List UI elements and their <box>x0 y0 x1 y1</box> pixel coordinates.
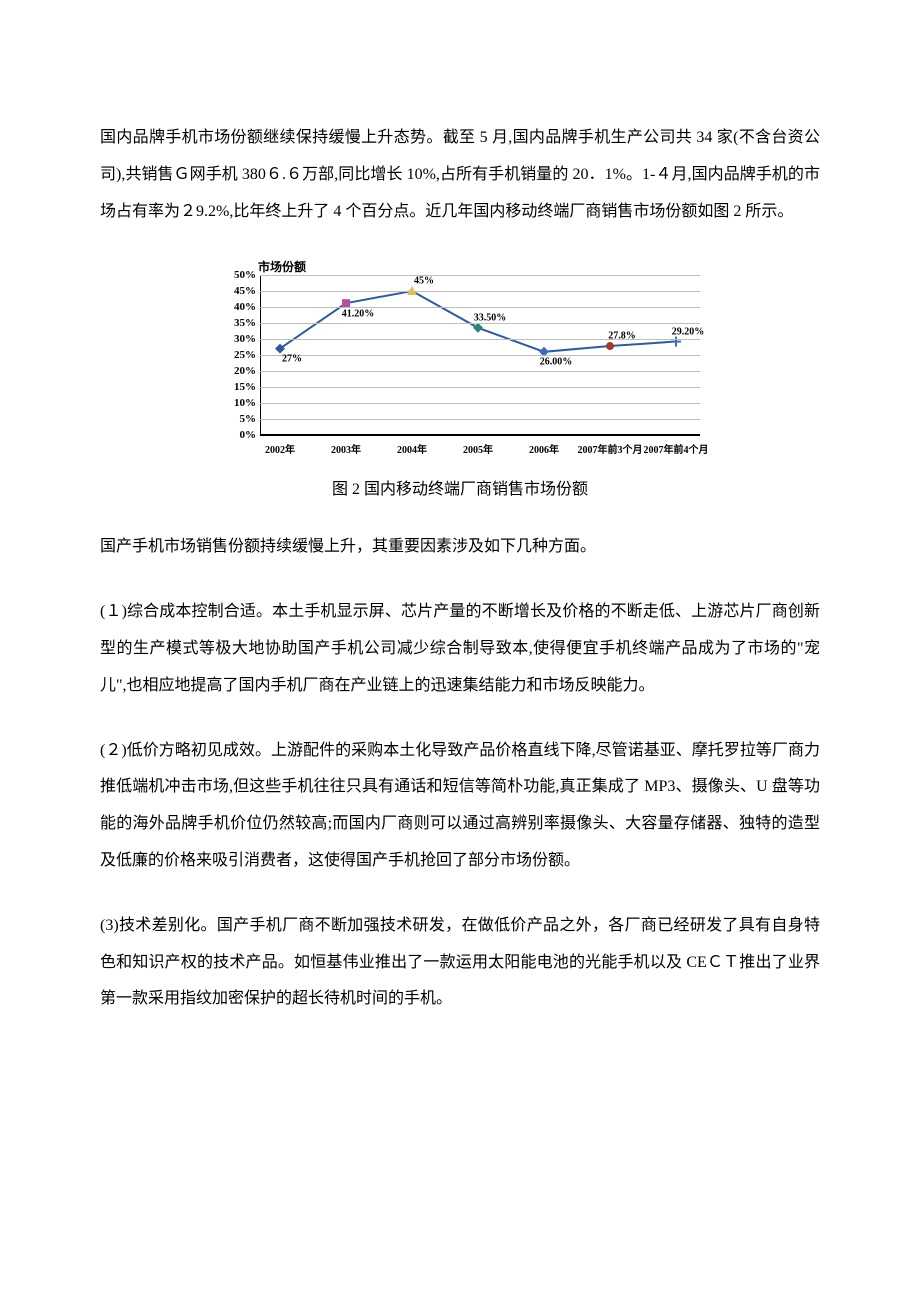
x-tick-label: 2004年 <box>397 441 427 456</box>
chart-point-label: 45% <box>414 276 434 287</box>
chart-gridline <box>260 419 700 420</box>
y-tick-label: 0% <box>240 429 257 441</box>
y-tick-label: 35% <box>234 317 256 329</box>
y-tick-label: 50% <box>234 269 256 281</box>
paragraph-lead: 国产手机市场销售份额持续缓慢上升，其重要因素涉及如下几种方面。 <box>100 529 820 566</box>
chart-point-label: 33.50% <box>474 313 507 324</box>
x-tick-label: 2006年 <box>529 441 559 456</box>
x-tick-label: 2007年前3个月 <box>578 441 643 456</box>
chart-point-label: 41.20% <box>342 308 375 319</box>
figure-2: 市场份额 0% 5% 10% 15% 20% 25% 30% 35% 40% 45% 50% 2002… <box>210 258 710 455</box>
chart-gridline <box>260 307 700 308</box>
y-tick-label: 15% <box>234 381 256 393</box>
y-tick-label: 25% <box>234 349 256 361</box>
chart-point <box>606 342 614 350</box>
y-tick-label: 45% <box>234 285 256 297</box>
y-tick-label: 20% <box>234 365 256 377</box>
chart-gridline <box>260 387 700 388</box>
figure-caption: 图 2 国内移动终端厂商销售市场份额 <box>100 475 820 499</box>
y-tick-label: 5% <box>240 413 257 425</box>
chart-point <box>473 323 483 333</box>
y-tick-label: 40% <box>234 301 256 313</box>
chart-point-label: 26.00% <box>540 357 573 368</box>
chart-gridline <box>260 291 700 292</box>
intro-paragraph: 国内品牌手机市场份额继续保持缓慢上升态势。截至 5 月,国内品牌手机生产公司共 … <box>100 120 820 230</box>
paragraph-item-3: (3)技术差别化。国产手机厂商不断加强技术研发，在做低价产品之外，各厂商已经研发… <box>100 908 820 1018</box>
chart-point <box>342 300 350 308</box>
chart-y-axis-title: 市场份额 <box>258 258 710 275</box>
y-tick-label: 30% <box>234 333 256 345</box>
chart-point-label: 27% <box>282 353 302 364</box>
chart-point-label: 27.8% <box>608 331 636 342</box>
chart-gridline <box>260 371 700 372</box>
paragraph-item-1: (１)综合成本控制合适。本土手机显示屏、芯片产量的不断增长及价格的不断走低、上游… <box>100 594 820 704</box>
chart-gridline <box>260 355 700 356</box>
paragraph-item-2: (２)低价方略初见成效。上游配件的采购本土化导致产品价格直线下降,尽管诺基亚、摩… <box>100 733 820 880</box>
chart-plot-area: 0%5%10%15%20%25%30%35%40%45%50%2002年2003… <box>210 275 710 455</box>
chart-gridline <box>260 403 700 404</box>
y-tick-label: 10% <box>234 397 256 409</box>
chart-point-label: 29.20% <box>672 326 705 337</box>
chart-gridline <box>260 435 700 436</box>
x-tick-label: 2007年前4个月 <box>644 441 709 456</box>
x-tick-label: 2005年 <box>463 441 493 456</box>
x-tick-label: 2002年 <box>265 441 295 456</box>
x-tick-label: 2003年 <box>331 441 361 456</box>
chart-gridline <box>260 275 700 276</box>
